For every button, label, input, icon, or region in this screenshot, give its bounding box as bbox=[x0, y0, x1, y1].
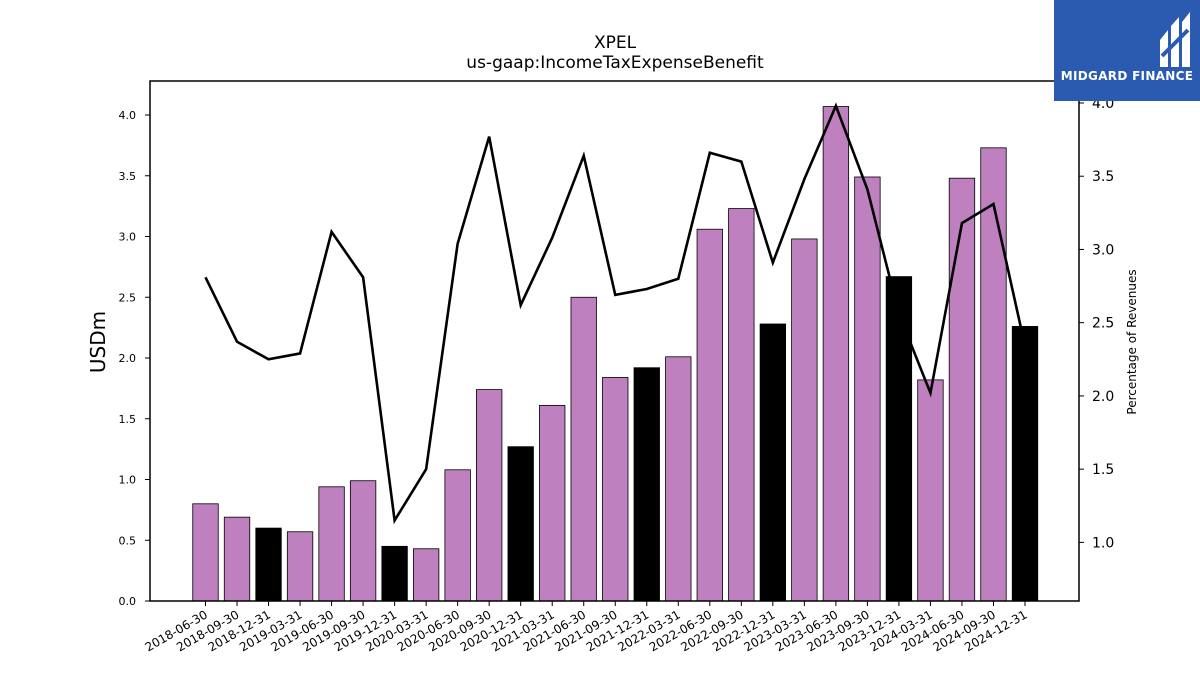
bar bbox=[602, 377, 629, 602]
midgard-finance-logo: MIDGARD FINANCE bbox=[1054, 0, 1200, 101]
bar bbox=[286, 531, 314, 602]
bar bbox=[381, 545, 408, 602]
bars-group bbox=[192, 106, 1039, 602]
bar bbox=[476, 389, 503, 602]
y2-tick-label: 2.5 bbox=[1092, 316, 1114, 332]
bar bbox=[948, 177, 976, 602]
y-tick-label: 4.0 bbox=[119, 109, 137, 122]
y2-tick-label: 1.5 bbox=[1092, 462, 1114, 478]
bar bbox=[570, 296, 597, 602]
chart-title: XPEL bbox=[594, 33, 637, 53]
bar bbox=[507, 446, 534, 602]
y2-tick-label: 2.0 bbox=[1092, 389, 1114, 405]
y-tick-label: 3.5 bbox=[119, 170, 137, 183]
bar bbox=[791, 238, 818, 602]
y-tick-label: 3.0 bbox=[119, 231, 137, 244]
bar bbox=[412, 548, 440, 602]
bar bbox=[444, 469, 471, 602]
y-axis-label: USDm bbox=[86, 311, 110, 373]
bar bbox=[223, 516, 251, 602]
y-tick-label: 1.5 bbox=[119, 413, 137, 426]
logo-mark-icon bbox=[1160, 12, 1190, 67]
y-tick-label: 1.0 bbox=[119, 474, 137, 487]
plot-frame bbox=[149, 80, 1080, 602]
bar bbox=[917, 379, 944, 602]
percentage-line bbox=[204, 102, 1027, 525]
chart-subtitle: us-gaap:IncomeTaxExpenseBenefit bbox=[466, 53, 764, 73]
bar bbox=[822, 106, 850, 602]
bar bbox=[759, 323, 786, 602]
y2-axis-label: Percentage of Revenues bbox=[1125, 269, 1139, 414]
y2-tick-label: 3.0 bbox=[1092, 242, 1114, 258]
bar bbox=[255, 527, 282, 602]
bar bbox=[349, 480, 377, 602]
bar bbox=[192, 503, 219, 602]
x-axis: 2018-06-302018-09-302018-12-312019-03-31… bbox=[143, 601, 1030, 654]
y2-tick-label: 1.0 bbox=[1092, 535, 1114, 551]
bar bbox=[1011, 326, 1039, 602]
bar bbox=[854, 176, 881, 602]
right-axis: 1.01.52.02.53.03.54.0 bbox=[1079, 96, 1114, 551]
bar bbox=[728, 208, 755, 602]
logo-text: MIDGARD FINANCE bbox=[1060, 69, 1194, 83]
bar bbox=[696, 228, 723, 602]
left-axis: 0.0 0.5 1.0 1.5 2.0 2.5 3.0 3.5 4.0 bbox=[119, 109, 150, 608]
bar bbox=[633, 367, 660, 602]
bar bbox=[539, 404, 566, 602]
y2-tick-label: 3.5 bbox=[1092, 169, 1114, 185]
y-tick-label: 0.0 bbox=[119, 595, 137, 608]
y-tick-label: 2.5 bbox=[119, 291, 137, 304]
bar bbox=[665, 356, 692, 602]
y-tick-label: 2.0 bbox=[119, 352, 137, 365]
bar bbox=[885, 276, 913, 602]
bar bbox=[980, 147, 1007, 602]
bar bbox=[318, 486, 345, 602]
y-tick-label: 0.5 bbox=[119, 534, 137, 547]
